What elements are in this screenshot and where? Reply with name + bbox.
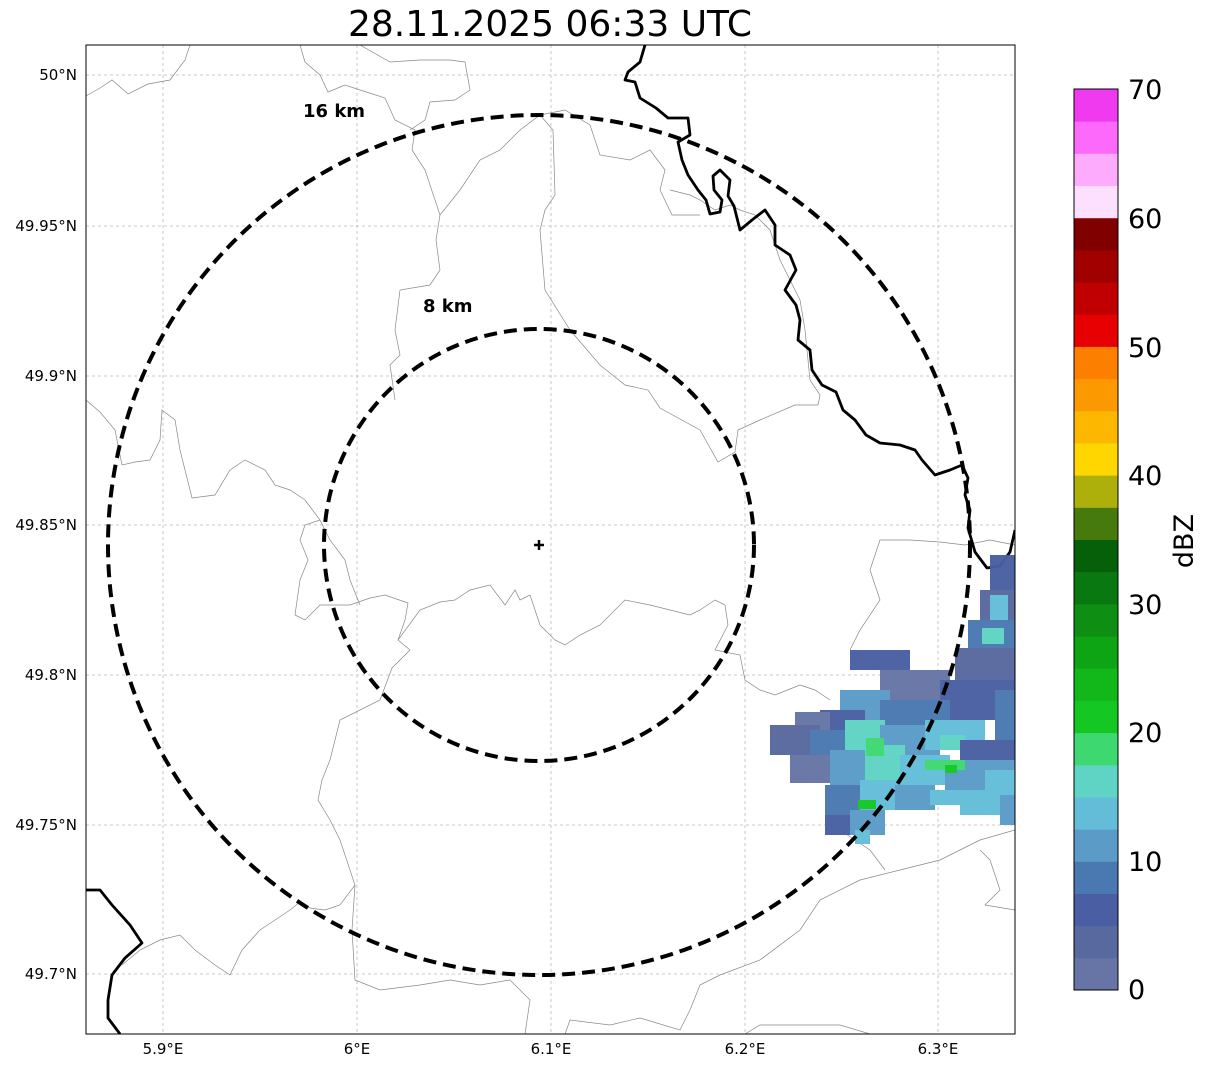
lat-tick-labels: 50°N 49.95°N 49.9°N 49.85°N 49.8°N 49.75…	[15, 66, 77, 983]
colorbar-segment	[1074, 475, 1118, 508]
colorbar-segment	[1074, 442, 1118, 476]
colorbar-segment	[1074, 925, 1118, 959]
range-rings	[106, 113, 972, 977]
lon-tick-label: 5.9°E	[143, 1040, 184, 1058]
lon-tick-label: 6.2°E	[725, 1040, 766, 1058]
colorbar-segment	[1074, 796, 1118, 830]
colorbar-segment	[1074, 861, 1118, 894]
colorbar-segment	[1074, 668, 1118, 701]
colorbar-tick-label: 0	[1128, 975, 1145, 1006]
colorbar-segment	[1074, 378, 1118, 412]
lat-tick-label: 49.7°N	[25, 965, 77, 983]
range-ring-16km	[106, 113, 972, 977]
colorbar-segment	[1074, 121, 1118, 154]
range-ring-label-8km: 8 km	[423, 296, 473, 317]
page-title: 28.11.2025 06:33 UTC	[347, 4, 753, 45]
colorbar-segment	[1074, 346, 1118, 380]
radar-echoes	[770, 555, 1015, 844]
colorbar-segment	[1074, 153, 1118, 187]
colorbar-segment	[1074, 603, 1118, 637]
map-frame	[85, 44, 1016, 1035]
map-panel	[86, 45, 1015, 1034]
plus-icon	[534, 540, 544, 550]
colorbar-tick-label: 30	[1128, 590, 1162, 621]
colorbar-segment	[1074, 539, 1118, 573]
colorbar-segment	[1074, 764, 1118, 798]
colorbar-segment	[1074, 700, 1118, 734]
lat-tick-label: 49.9°N	[25, 367, 77, 385]
gridlines	[86, 45, 1015, 1034]
lon-tick-label: 6.3°E	[918, 1040, 959, 1058]
colorbar-tick-label: 40	[1128, 461, 1162, 492]
colorbar-tick-label: 70	[1128, 75, 1162, 106]
lat-tick-label: 49.75°N	[15, 816, 77, 834]
admin-boundaries	[86, 45, 1015, 1034]
lat-tick-label: 49.8°N	[25, 666, 77, 684]
lat-tick-label: 50°N	[39, 66, 77, 84]
range-ring-8km	[322, 327, 756, 763]
colorbar-segment	[1074, 571, 1118, 605]
colorbar-tick-labels: 70 60 50 40 30 20 10 0	[1128, 75, 1162, 1006]
lon-tick-labels: 5.9°E 6°E 6.1°E 6.2°E 6.3°E	[143, 1040, 959, 1058]
colorbar-tick-label: 20	[1128, 718, 1162, 749]
lon-tick-label: 6.1°E	[531, 1040, 572, 1058]
colorbar-segment	[1074, 410, 1118, 444]
country-borders	[86, 45, 1015, 1034]
colorbar-segment	[1074, 957, 1118, 991]
colorbar-tick-label: 60	[1128, 204, 1162, 235]
colorbar-segment	[1074, 89, 1118, 122]
colorbar-segment	[1074, 829, 1118, 862]
colorbar-frame	[1073, 88, 1119, 991]
colorbar-segment	[1074, 249, 1118, 283]
lat-tick-label: 49.85°N	[15, 516, 77, 534]
colorbar-title: dBZ	[1169, 514, 1200, 568]
colorbar-segment	[1074, 282, 1118, 315]
colorbar-tick-label: 50	[1128, 333, 1162, 364]
colorbar-segment	[1074, 732, 1118, 766]
colorbar	[1074, 89, 1118, 991]
lat-tick-label: 49.95°N	[15, 217, 77, 235]
colorbar-segment	[1074, 217, 1118, 251]
colorbar-segment	[1074, 636, 1118, 669]
lon-tick-label: 6°E	[344, 1040, 371, 1058]
colorbar-segment	[1074, 314, 1118, 347]
colorbar-segment	[1074, 507, 1118, 540]
colorbar-segment	[1074, 185, 1118, 219]
range-ring-label-16km: 16 km	[303, 101, 365, 122]
colorbar-segment	[1074, 893, 1118, 927]
colorbar-tick-label: 10	[1128, 847, 1162, 878]
